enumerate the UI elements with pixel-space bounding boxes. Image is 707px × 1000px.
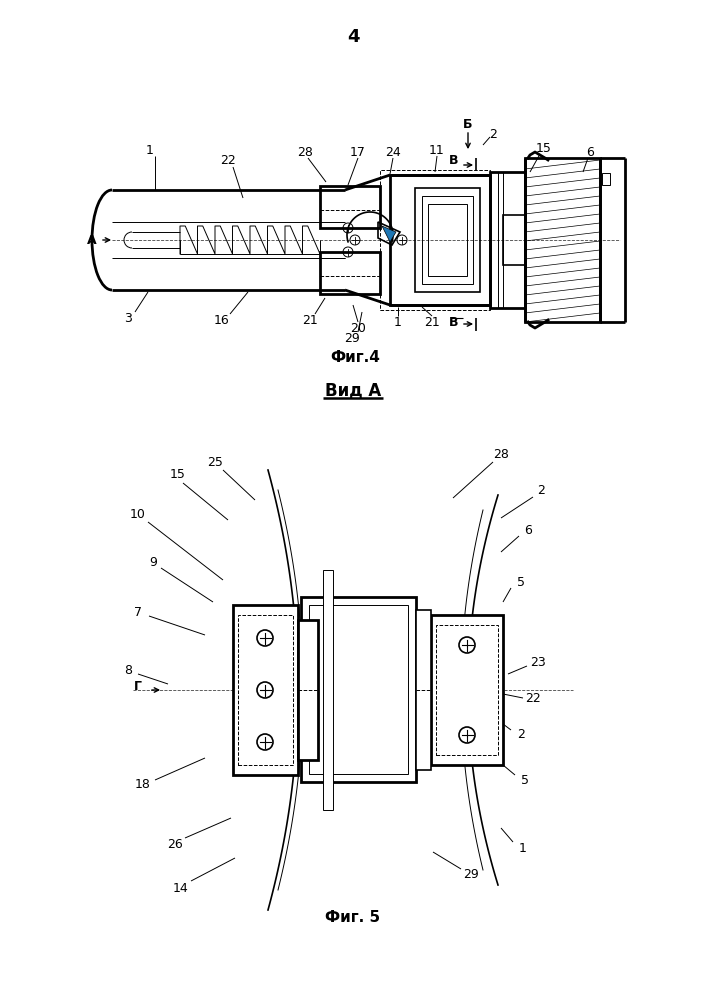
Text: 11: 11 — [429, 143, 445, 156]
Text: 6: 6 — [524, 524, 532, 536]
Text: 8: 8 — [124, 664, 132, 676]
Text: 28: 28 — [493, 448, 509, 462]
Text: 1: 1 — [519, 842, 527, 854]
Text: 16: 16 — [214, 314, 230, 326]
Text: 24: 24 — [385, 145, 401, 158]
Text: 17: 17 — [350, 145, 366, 158]
Text: 18: 18 — [135, 778, 151, 792]
Text: 7: 7 — [134, 605, 142, 618]
Bar — [320, 252, 380, 294]
Text: Б: Б — [463, 117, 473, 130]
Bar — [490, 172, 525, 308]
Text: 1: 1 — [394, 316, 402, 328]
Text: 23: 23 — [530, 656, 546, 668]
Text: А: А — [87, 233, 97, 246]
Text: 9: 9 — [149, 556, 157, 568]
Bar — [298, 620, 318, 760]
Bar — [390, 175, 490, 305]
Bar — [422, 196, 473, 284]
Bar — [238, 615, 293, 765]
Text: Фиг.4: Фиг.4 — [330, 351, 380, 365]
Bar — [301, 597, 416, 782]
Text: 26: 26 — [167, 838, 183, 852]
Text: 22: 22 — [220, 153, 236, 166]
Bar — [233, 605, 298, 775]
Text: 29: 29 — [463, 868, 479, 882]
Text: 29: 29 — [344, 332, 360, 344]
Text: Вид А: Вид А — [325, 381, 381, 399]
Text: В: В — [449, 153, 459, 166]
Bar — [309, 605, 408, 774]
Text: 2: 2 — [489, 128, 497, 141]
Text: 2: 2 — [517, 728, 525, 742]
Bar — [525, 158, 600, 322]
Text: 15: 15 — [170, 468, 186, 482]
Polygon shape — [382, 226, 396, 242]
Bar — [602, 173, 610, 185]
Bar — [428, 204, 467, 276]
Text: В: В — [449, 316, 459, 328]
Text: 5: 5 — [517, 576, 525, 588]
Bar — [415, 188, 480, 292]
Text: 3: 3 — [124, 312, 132, 324]
Text: Фиг. 5: Фиг. 5 — [325, 910, 380, 926]
Bar — [431, 615, 503, 765]
Text: 6: 6 — [586, 145, 594, 158]
Text: 4: 4 — [346, 28, 359, 46]
Bar — [323, 570, 333, 810]
Text: 21: 21 — [302, 314, 318, 326]
Text: 10: 10 — [130, 508, 146, 522]
Text: 21: 21 — [424, 316, 440, 328]
Bar — [436, 625, 498, 755]
Bar — [380, 170, 490, 310]
Text: Г: Г — [134, 680, 142, 692]
Text: 15: 15 — [536, 141, 552, 154]
Bar — [416, 610, 431, 770]
Text: 2: 2 — [537, 484, 545, 496]
Text: 5: 5 — [521, 774, 529, 786]
Text: 25: 25 — [207, 456, 223, 468]
Bar — [320, 186, 380, 228]
Text: 20: 20 — [350, 322, 366, 334]
Text: 14: 14 — [173, 882, 189, 894]
Bar — [503, 215, 525, 265]
Text: 28: 28 — [297, 145, 313, 158]
Text: 22: 22 — [525, 692, 541, 704]
Text: 1: 1 — [146, 143, 154, 156]
